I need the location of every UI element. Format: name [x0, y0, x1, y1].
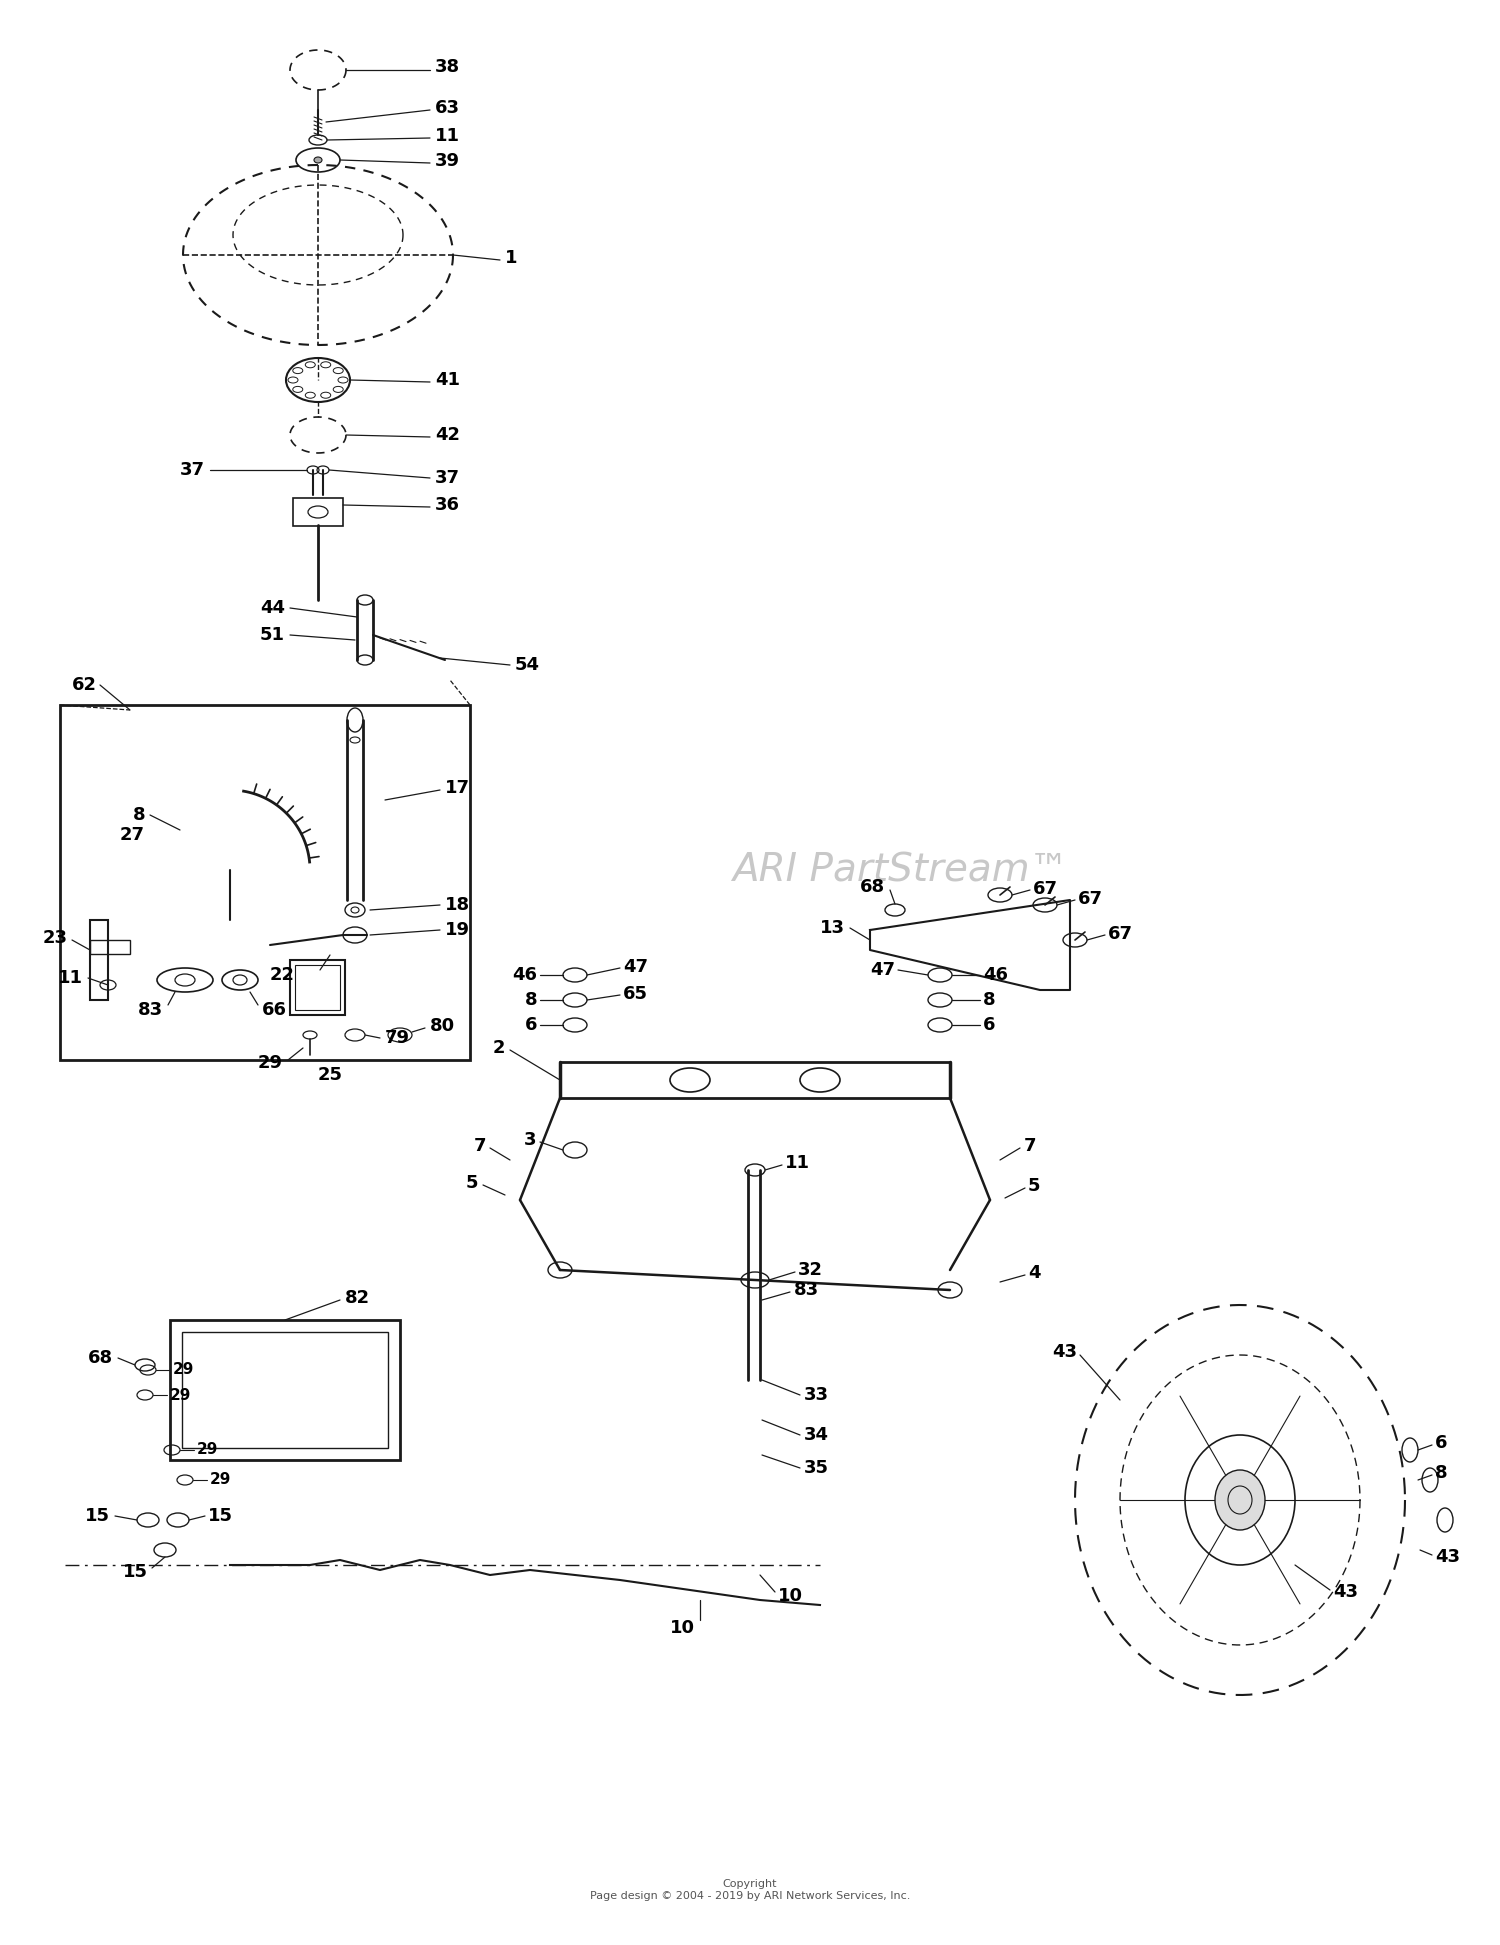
Text: 15: 15 [123, 1564, 148, 1581]
Text: 7: 7 [474, 1138, 486, 1155]
Text: 37: 37 [180, 461, 206, 478]
Text: 67: 67 [1108, 926, 1132, 943]
Text: 83: 83 [794, 1282, 819, 1299]
Bar [296, 965, 340, 1009]
Text: 8: 8 [1436, 1465, 1448, 1482]
Text: 11: 11 [58, 969, 82, 986]
Text: 54: 54 [514, 655, 540, 675]
Ellipse shape [1215, 1470, 1264, 1531]
Text: 46: 46 [512, 967, 537, 984]
Bar [290, 961, 345, 1015]
Text: 44: 44 [260, 599, 285, 617]
Text: 43: 43 [1052, 1342, 1077, 1362]
Text: 17: 17 [446, 780, 470, 797]
Text: 10: 10 [778, 1587, 802, 1605]
Text: 19: 19 [446, 922, 470, 939]
Text: 63: 63 [435, 99, 460, 117]
Bar [60, 704, 470, 1060]
Text: 82: 82 [345, 1290, 370, 1307]
Text: 51: 51 [260, 626, 285, 644]
Text: 6: 6 [1436, 1433, 1448, 1453]
Text: 5: 5 [1028, 1177, 1041, 1194]
Text: 67: 67 [1078, 891, 1102, 908]
Text: 43: 43 [1334, 1583, 1358, 1601]
Text: 18: 18 [446, 897, 470, 914]
Bar [292, 498, 344, 525]
Text: 15: 15 [86, 1507, 109, 1525]
Text: 8: 8 [525, 992, 537, 1009]
Text: 66: 66 [262, 1002, 286, 1019]
Text: 33: 33 [804, 1387, 830, 1404]
Text: 8: 8 [982, 992, 996, 1009]
Text: 42: 42 [435, 426, 460, 443]
Text: 39: 39 [435, 152, 460, 169]
Text: 67: 67 [1034, 879, 1058, 899]
Text: 79: 79 [386, 1029, 410, 1046]
Text: 37: 37 [435, 469, 460, 486]
Bar [90, 939, 130, 953]
Text: 13: 13 [821, 918, 844, 937]
Text: 6: 6 [982, 1015, 996, 1035]
Text: 46: 46 [982, 967, 1008, 984]
Text: 36: 36 [435, 496, 460, 513]
Text: 8: 8 [132, 805, 146, 825]
Text: 43: 43 [1436, 1548, 1460, 1566]
Text: 80: 80 [430, 1017, 454, 1035]
Bar [182, 1332, 388, 1447]
Text: 68: 68 [88, 1350, 112, 1367]
Bar [170, 1321, 400, 1461]
Text: 1: 1 [506, 249, 518, 266]
Text: Copyright
Page design © 2004 - 2019 by ARI Network Services, Inc.: Copyright Page design © 2004 - 2019 by A… [590, 1879, 910, 1900]
Text: 11: 11 [435, 126, 460, 146]
Text: 35: 35 [804, 1459, 830, 1476]
Text: ARI PartStream™: ARI PartStream™ [732, 852, 1068, 889]
Text: 29: 29 [170, 1387, 192, 1402]
Text: 25: 25 [318, 1066, 344, 1083]
Text: 47: 47 [622, 959, 648, 976]
Text: 2: 2 [492, 1039, 506, 1056]
Text: 34: 34 [804, 1426, 830, 1443]
Text: 47: 47 [870, 961, 895, 978]
Text: 32: 32 [798, 1260, 824, 1280]
Text: 83: 83 [138, 1002, 164, 1019]
Text: 5: 5 [465, 1175, 478, 1192]
Text: 15: 15 [209, 1507, 232, 1525]
Text: 23: 23 [44, 930, 68, 947]
Text: 62: 62 [72, 677, 98, 694]
Text: 4: 4 [1028, 1264, 1041, 1282]
Text: 27: 27 [120, 827, 146, 844]
Text: 11: 11 [784, 1153, 810, 1173]
Text: 6: 6 [525, 1015, 537, 1035]
Text: 68: 68 [859, 877, 885, 897]
Text: 10: 10 [670, 1618, 694, 1638]
Text: 29: 29 [196, 1443, 219, 1457]
Text: 3: 3 [524, 1130, 536, 1149]
Text: 22: 22 [270, 967, 296, 984]
Text: 7: 7 [1024, 1138, 1036, 1155]
Text: 29: 29 [258, 1054, 284, 1072]
Text: 65: 65 [622, 984, 648, 1004]
Ellipse shape [314, 158, 322, 163]
Text: 29: 29 [210, 1472, 231, 1488]
Text: 38: 38 [435, 58, 460, 76]
Bar [90, 920, 108, 1000]
Text: 29: 29 [172, 1363, 195, 1377]
Text: 41: 41 [435, 371, 460, 389]
